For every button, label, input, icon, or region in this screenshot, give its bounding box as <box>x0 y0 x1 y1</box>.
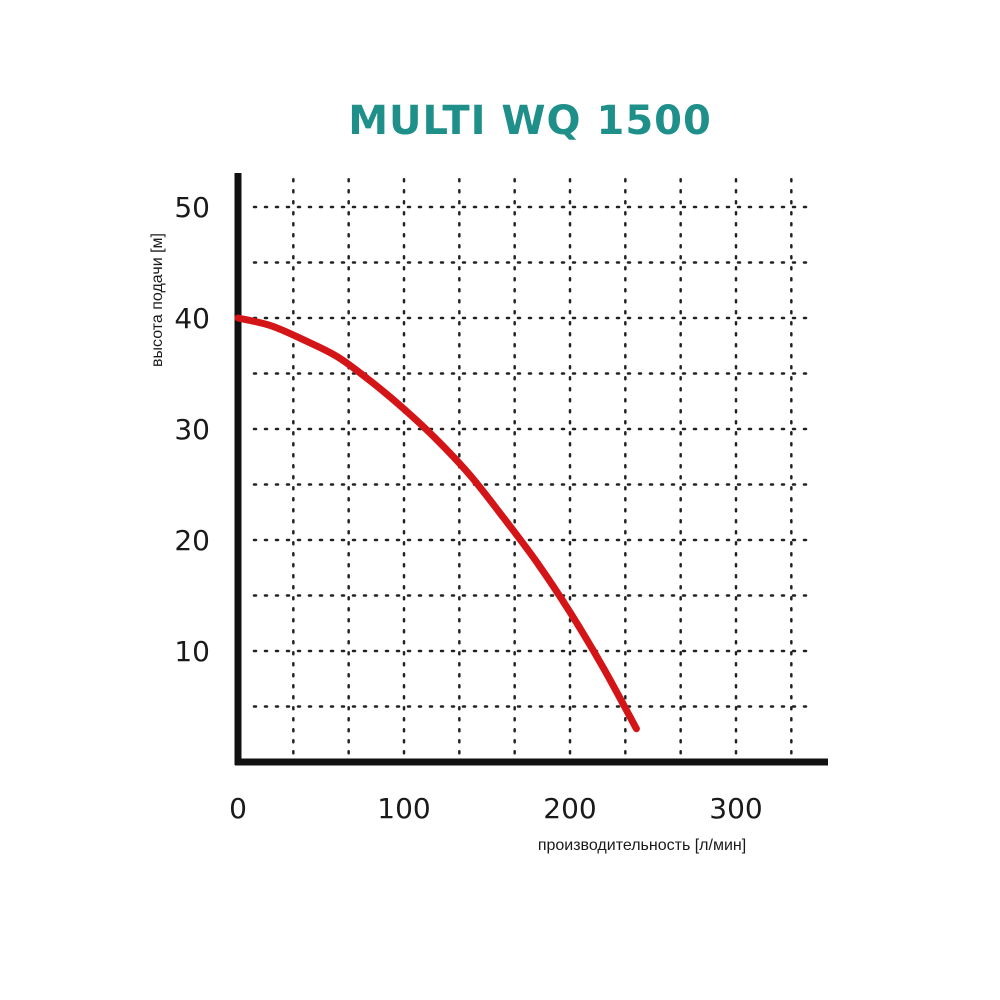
chart-title: MULTI WQ 1500 <box>348 98 712 144</box>
y-tick-label: 20 <box>174 524 210 557</box>
y-tick-label: 40 <box>174 302 210 335</box>
y-axis-label: высота подачи [м] <box>149 233 166 367</box>
grid-layer <box>252 178 814 758</box>
y-tick-label: 50 <box>174 191 210 224</box>
x-tick-label: 200 <box>543 792 596 825</box>
y-tick-label: 30 <box>174 413 210 446</box>
curve-layer <box>234 314 640 733</box>
x-tick-labels: 0 100 200 300 <box>229 792 763 825</box>
x-tick-label: 100 <box>377 792 430 825</box>
x-axis-label: производительность [л/мин] <box>538 837 746 854</box>
x-tick-label: 300 <box>709 792 762 825</box>
axes-layer <box>234 173 828 766</box>
x-tick-label: 0 <box>229 792 247 825</box>
performance-curve <box>234 314 640 733</box>
y-tick-label: 10 <box>174 635 210 668</box>
y-tick-labels: 10 20 30 40 50 <box>174 191 210 668</box>
